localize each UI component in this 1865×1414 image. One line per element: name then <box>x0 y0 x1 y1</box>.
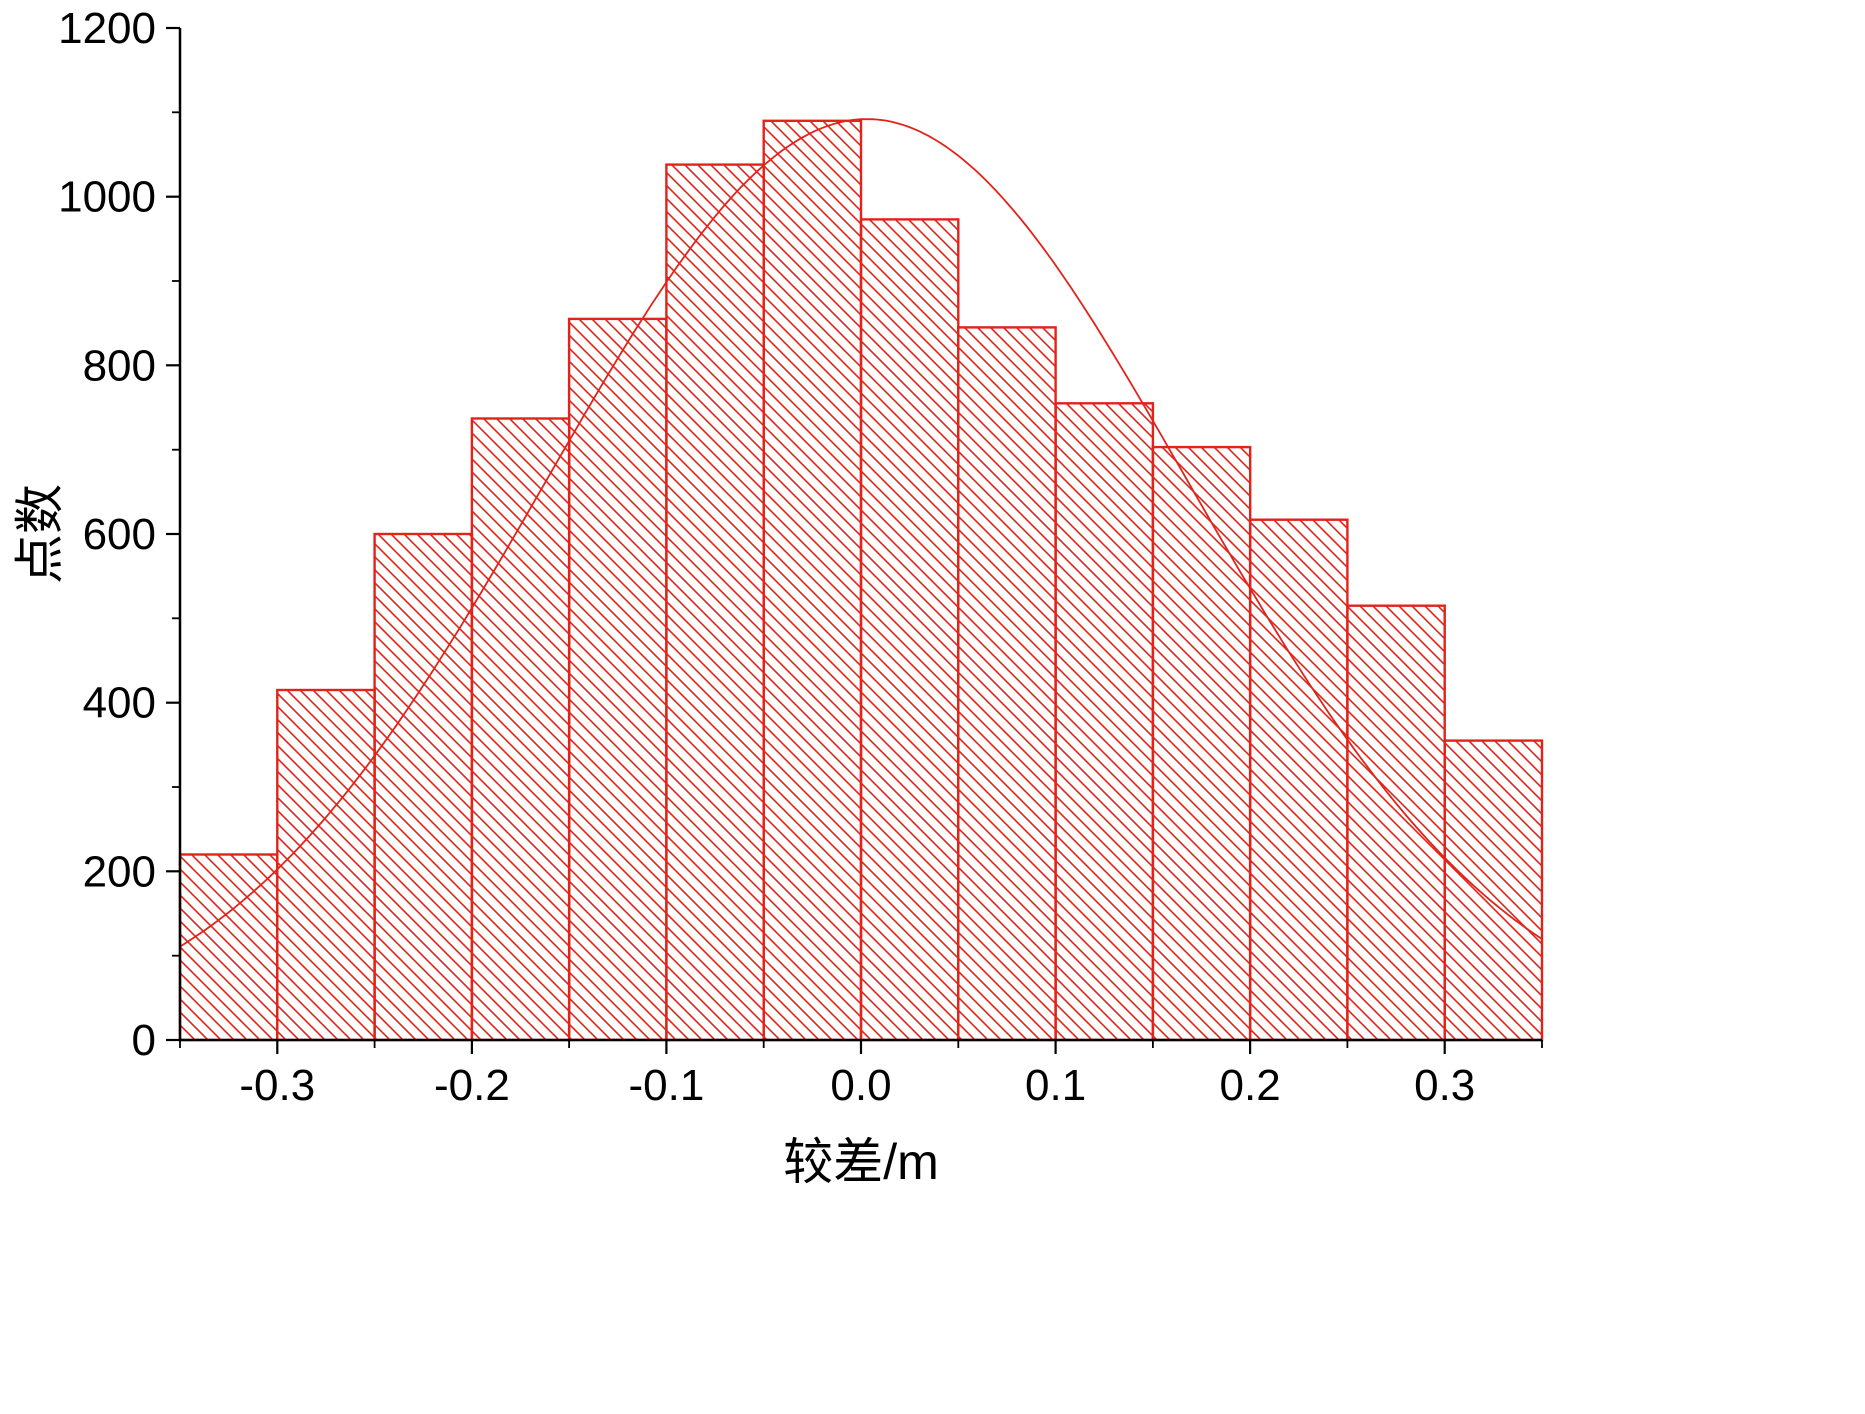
histogram-bar <box>276 688 376 1042</box>
histogram-bar <box>665 163 765 1042</box>
x-tick-label: 0.2 <box>1220 1061 1281 1110</box>
x-tick-label: 0.0 <box>830 1061 891 1110</box>
x-axis-title: 较差/m <box>783 1134 939 1190</box>
histogram-bar <box>1151 445 1252 1042</box>
histogram-bar <box>762 119 863 1042</box>
gaussian-fit-curve <box>179 118 1543 948</box>
y-tick-label: 800 <box>83 341 156 390</box>
y-tick-label: 600 <box>83 510 156 559</box>
histogram-bar <box>373 532 474 1042</box>
y-tick-label: 1200 <box>58 4 156 53</box>
histogram-bar <box>1346 604 1446 1042</box>
x-tick-label: 0.1 <box>1025 1061 1086 1110</box>
x-tick-label: -0.2 <box>434 1061 510 1110</box>
y-tick-label: 1000 <box>58 173 156 222</box>
histogram-bar <box>567 317 668 1042</box>
y-tick-label: 200 <box>83 847 156 896</box>
histogram-bar <box>470 417 571 1042</box>
y-tick-label: 0 <box>132 1016 156 1065</box>
x-tick-label: 0.3 <box>1414 1061 1475 1110</box>
histogram-bar <box>1443 739 1544 1042</box>
y-axis-title: 点数 <box>12 484 68 584</box>
histogram-bar <box>859 218 960 1042</box>
x-tick-label: -0.1 <box>628 1061 704 1110</box>
histogram-bar <box>1054 402 1155 1042</box>
x-tick-label: -0.3 <box>239 1061 315 1110</box>
histogram-bar <box>1248 518 1349 1042</box>
histogram-bar <box>957 326 1057 1042</box>
y-tick-label: 400 <box>83 679 156 728</box>
